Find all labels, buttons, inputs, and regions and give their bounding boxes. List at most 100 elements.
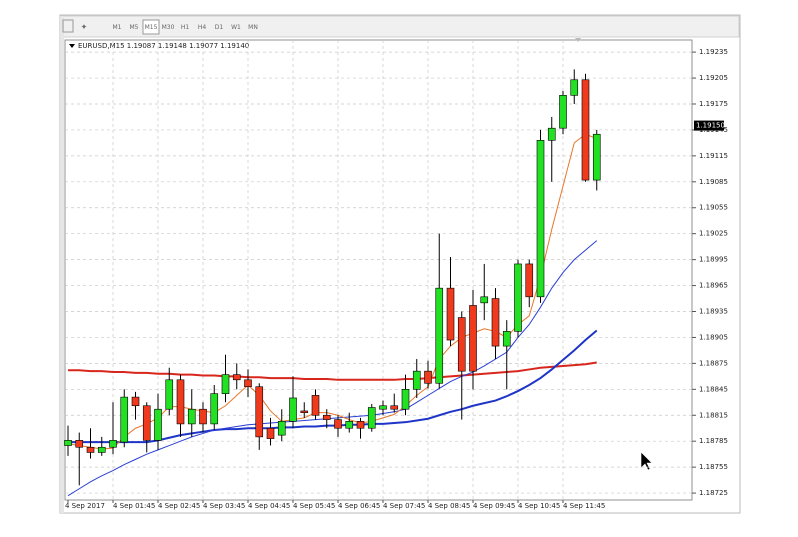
candle-body (480, 296, 489, 304)
candle-body (424, 370, 432, 384)
candle-body (210, 393, 219, 425)
candle-body (154, 408, 162, 441)
candle-body (536, 140, 545, 298)
candle-body (266, 427, 275, 439)
candle-body (457, 317, 466, 372)
timeframe-label[interactable]: MN (248, 24, 258, 31)
candle-body (244, 379, 252, 388)
x-tick-label: 4 Sep 03:45 (203, 502, 245, 510)
candle-body (120, 396, 129, 443)
x-tick-label: 4 Sep 11:45 (563, 502, 605, 510)
timeframe-button[interactable] (176, 19, 194, 35)
timeframe-label[interactable]: M5 (130, 24, 139, 31)
candle-body (97, 446, 106, 453)
candle-body (592, 133, 601, 181)
current-price-label: 1.19150 (696, 122, 725, 130)
candle-body (491, 298, 500, 347)
moving-average (67, 240, 598, 497)
x-tick-label: 4 Sep 01:45 (113, 502, 155, 510)
y-tick-label: 1.19025 (699, 230, 728, 238)
y-tick-label: 1.19205 (699, 74, 728, 82)
tool-icon-glyph[interactable]: ✦ (81, 23, 88, 32)
candle-body (469, 305, 477, 372)
candle-body (502, 331, 511, 347)
x-tick-label: 4 Sep 02:45 (158, 502, 200, 510)
candle-body (221, 374, 230, 394)
timeframe-label[interactable]: H1 (181, 24, 190, 31)
timeframe-button[interactable] (210, 19, 228, 35)
timeframe-button[interactable] (108, 19, 126, 35)
candle-body (322, 414, 331, 420)
candle-body (446, 287, 455, 341)
candle-body (547, 127, 556, 141)
candle-body (109, 440, 117, 448)
candle-body (525, 263, 534, 298)
y-tick-label: 1.18815 (699, 411, 728, 419)
candle-body (199, 408, 207, 425)
candle-body (581, 79, 590, 181)
candle-body (86, 446, 95, 453)
x-tick-label: 4 Sep 06:45 (338, 502, 380, 510)
y-tick-label: 1.18875 (699, 359, 728, 367)
timeframe-button[interactable] (244, 19, 262, 35)
timeframe-label[interactable]: M30 (162, 24, 175, 31)
candle-body (379, 405, 387, 410)
candle-body (390, 405, 399, 410)
candle-body (75, 440, 84, 448)
candle-body (131, 396, 140, 407)
y-tick-label: 1.19055 (699, 204, 728, 212)
y-tick-label: 1.19175 (699, 100, 728, 108)
y-tick-label: 1.18965 (699, 282, 728, 290)
candle-body (367, 407, 376, 429)
candle-body (559, 95, 567, 129)
timeframe-button[interactable] (125, 19, 143, 35)
y-tick-label: 1.18935 (699, 308, 728, 316)
x-tick-label: 4 Sep 08:45 (428, 502, 470, 510)
timeframe-button[interactable] (193, 19, 211, 35)
y-tick-label: 1.18725 (699, 489, 728, 497)
candle-body (412, 370, 421, 390)
candle-body (311, 395, 320, 416)
timeframe-label[interactable]: M15 (145, 24, 158, 31)
candle-body (514, 263, 522, 332)
candle-body (232, 374, 241, 381)
timeframe-label[interactable]: W1 (231, 24, 241, 31)
shift-marker (575, 38, 581, 42)
candle-body (176, 379, 185, 425)
candle-body (570, 79, 579, 96)
y-tick-label: 1.18845 (699, 385, 728, 393)
candle-body (64, 440, 72, 446)
timeframe-button[interactable] (142, 19, 160, 35)
x-tick-label: 4 Sep 04:45 (248, 502, 290, 510)
candle-body (435, 287, 444, 384)
x-tick-label: 4 Sep 07:45 (383, 502, 425, 510)
timeframe-label[interactable]: H4 (198, 24, 207, 31)
candle-body (345, 421, 354, 429)
timeframe-label[interactable]: M1 (113, 24, 122, 31)
timeframe-button[interactable] (227, 19, 245, 35)
y-tick-label: 1.19085 (699, 178, 728, 186)
x-tick-label: 4 Sep 09:45 (473, 502, 515, 510)
candle-body (187, 408, 196, 425)
tool-icon[interactable] (62, 19, 74, 33)
y-tick-label: 1.19115 (699, 152, 728, 160)
candle-body (165, 379, 174, 410)
x-tick-label: 4 Sep 05:45 (293, 502, 335, 510)
candle-body (334, 419, 342, 429)
candle-body (356, 421, 365, 429)
candle-body (142, 405, 151, 441)
y-tick-label: 1.18905 (699, 333, 728, 341)
y-tick-label: 1.18755 (699, 463, 728, 471)
left-bar (60, 16, 64, 513)
x-tick-label: 4 Sep 10:45 (518, 502, 560, 510)
y-tick-label: 1.19235 (699, 48, 728, 56)
timeframe-label[interactable]: D1 (215, 24, 224, 31)
candle-body (289, 397, 297, 422)
candle-body (401, 389, 410, 410)
candle-body (255, 386, 264, 438)
y-tick-label: 1.18995 (699, 256, 728, 264)
candle-body (277, 421, 286, 436)
chart-title: EURUSD,M15 1.19087 1.19148 1.19077 1.191… (78, 42, 249, 50)
timeframe-button[interactable] (159, 19, 177, 35)
